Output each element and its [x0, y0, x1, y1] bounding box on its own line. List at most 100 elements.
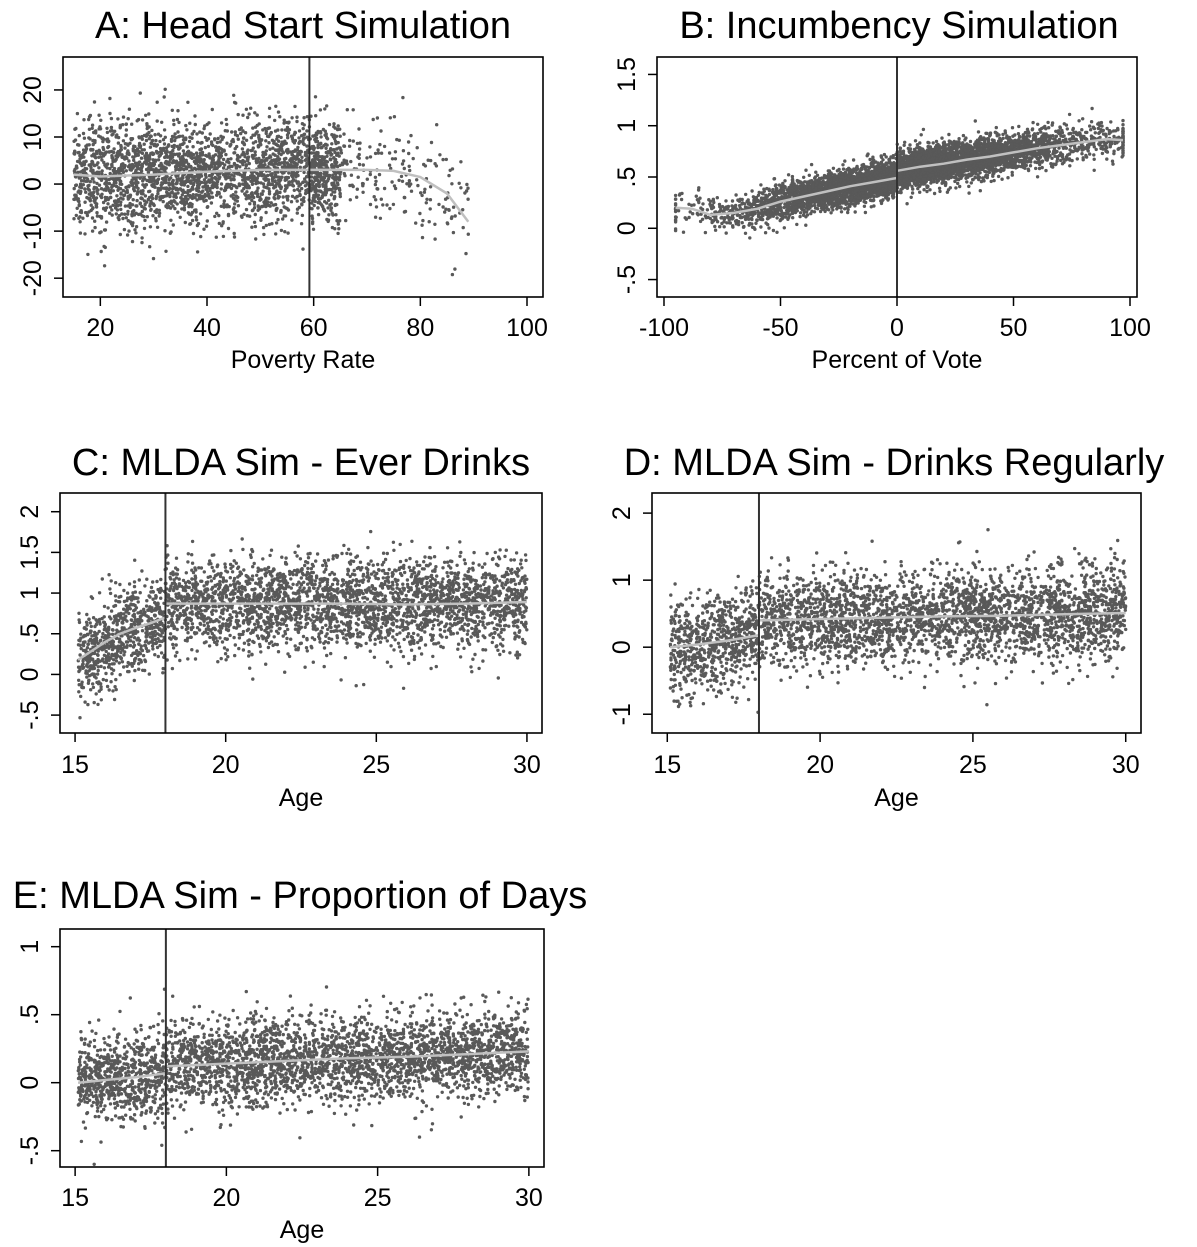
scatter-point — [438, 153, 442, 157]
scatter-point — [255, 113, 259, 117]
scatter-point — [121, 197, 125, 201]
scatter-point — [143, 207, 147, 211]
scatter-point — [918, 190, 922, 194]
scatter-point — [300, 213, 305, 218]
scatter-point — [245, 151, 249, 156]
scatter-point — [184, 123, 188, 128]
scatter-point — [97, 149, 102, 154]
scatter-point — [147, 112, 151, 116]
scatter-point — [323, 200, 327, 204]
scatter-point — [236, 112, 240, 117]
scatter-point — [233, 202, 237, 206]
scatter-point — [83, 232, 87, 236]
scatter-point — [713, 224, 717, 229]
scatter-point — [694, 194, 698, 198]
scatter-point — [391, 202, 396, 207]
scatter-point — [180, 201, 184, 205]
scatter-point — [176, 191, 180, 195]
scatter-point — [175, 117, 180, 122]
scatter-point — [188, 121, 192, 125]
scatter-point — [154, 194, 159, 199]
scatter-point — [205, 180, 210, 184]
scatter-point — [303, 150, 308, 155]
scatter-point — [251, 141, 256, 145]
scatter-point — [744, 192, 748, 197]
scatter-point — [126, 212, 130, 216]
scatter-point — [348, 138, 352, 143]
scatter-point — [215, 180, 220, 184]
scatter-point — [140, 204, 144, 209]
scatter-point — [229, 157, 233, 161]
scatter-point — [718, 225, 722, 229]
scatter-point — [109, 195, 113, 200]
panel-title: A: Head Start Simulation — [95, 5, 511, 47]
scatter-point — [173, 206, 177, 211]
scatter-point — [92, 154, 96, 158]
scatter-point — [132, 158, 136, 162]
scatter-point — [937, 186, 942, 190]
scatter-point — [85, 143, 90, 147]
scatter-point — [240, 153, 244, 157]
scatter-point — [173, 138, 177, 143]
scatter-point — [321, 204, 325, 209]
scatter-point — [95, 163, 99, 167]
scatter-point — [243, 154, 247, 159]
scatter-point — [232, 211, 236, 215]
scatter-point — [305, 129, 309, 133]
scatter-point — [330, 142, 334, 146]
scatter-point — [266, 183, 270, 187]
scatter-point — [331, 213, 335, 217]
scatter-point — [191, 145, 195, 149]
scatter-point — [177, 120, 181, 125]
scatter-point — [429, 140, 434, 145]
scatter-point — [127, 107, 132, 111]
scatter-point — [84, 147, 89, 151]
scatter-point — [264, 152, 268, 156]
scatter-point — [150, 196, 155, 201]
scatter-point — [183, 220, 187, 225]
scatter-point — [202, 178, 207, 182]
scatter-point — [390, 157, 395, 161]
scatter-point — [94, 205, 99, 209]
scatter-point — [816, 207, 820, 211]
scatter-point — [249, 192, 254, 196]
scatter-point — [81, 148, 86, 152]
scatter-point — [160, 186, 164, 190]
scatter-point — [317, 183, 321, 187]
scatter-point — [1044, 168, 1048, 173]
scatter-point — [93, 129, 98, 134]
scatter-point — [302, 132, 307, 136]
scatter-point — [186, 100, 190, 105]
scatter-point — [158, 146, 163, 151]
scatter-point — [213, 175, 217, 180]
scatter-point — [110, 164, 114, 168]
scatter-point — [259, 216, 263, 220]
scatter-point — [88, 180, 93, 184]
scatter-point — [198, 160, 202, 164]
scatter-point — [331, 190, 335, 194]
scatter-point — [191, 231, 196, 236]
scatter-point — [150, 138, 155, 143]
scatter-point — [357, 152, 361, 157]
scatter-point — [195, 250, 200, 254]
scatter-point — [170, 134, 175, 139]
scatter-point — [335, 152, 339, 156]
scatter-point — [312, 146, 316, 150]
scatter-point — [122, 193, 127, 197]
scatter-point — [218, 155, 223, 159]
scatter-point — [291, 156, 295, 160]
scatter-point — [428, 185, 433, 189]
scatter-point — [203, 145, 207, 150]
scatter-point — [227, 160, 231, 165]
scatter-point — [319, 141, 323, 145]
scatter-point — [126, 209, 130, 214]
scatter-point — [329, 206, 334, 210]
scatter-point — [316, 193, 321, 197]
scatter-point — [319, 135, 323, 139]
scatter-point — [349, 159, 353, 164]
scatter-point — [290, 218, 294, 222]
panel-b: B: Incumbency Simulation-100 -50 0 50 100-.5… — [613, 5, 1151, 374]
scatter-point — [110, 213, 114, 217]
scatter-point — [182, 167, 186, 172]
scatter-point — [72, 217, 76, 221]
